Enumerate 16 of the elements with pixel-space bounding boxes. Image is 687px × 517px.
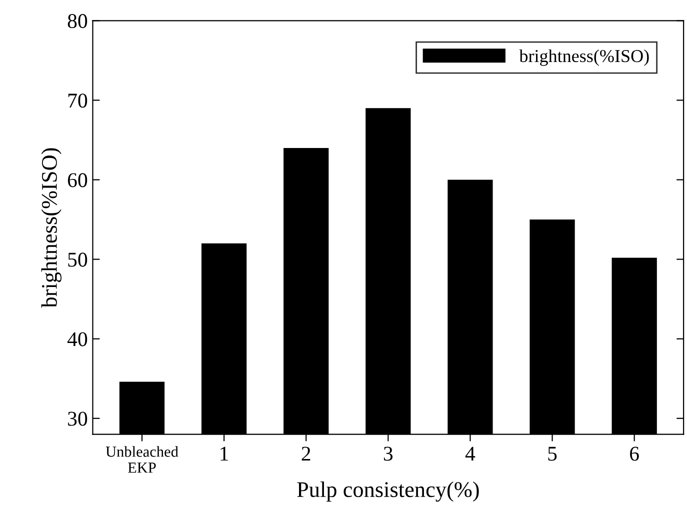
x-tick-label: 2 [302, 446, 310, 461]
x-tick-label: 3 [384, 446, 393, 461]
y-tick-label: 30 [68, 412, 88, 426]
y-tick-label: 50 [68, 252, 88, 267]
y-tick-label: 40 [67, 332, 88, 346]
x-tick-label: 4 [465, 446, 476, 461]
legend-label: brightness(%ISO) [519, 49, 649, 66]
y-tick-label: 80 [68, 14, 88, 28]
x-axis-title: Pulp consistency(%) [297, 481, 479, 502]
y-tick-label: 70 [68, 94, 88, 108]
x-tick-label: Unbleached EKP [106, 446, 178, 473]
x-tick-label: 6 [630, 446, 639, 461]
x-tick-label: 1 [220, 446, 228, 461]
y-tick-label: 60 [68, 173, 88, 188]
y-axis-title: brightness(%ISO) [41, 148, 62, 308]
x-tick-label: 5 [548, 446, 557, 461]
